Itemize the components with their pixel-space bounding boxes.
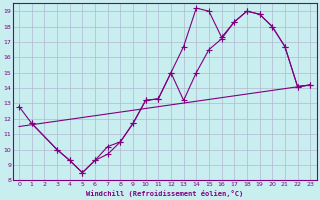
X-axis label: Windchill (Refroidissement éolien,°C): Windchill (Refroidissement éolien,°C) <box>86 190 243 197</box>
